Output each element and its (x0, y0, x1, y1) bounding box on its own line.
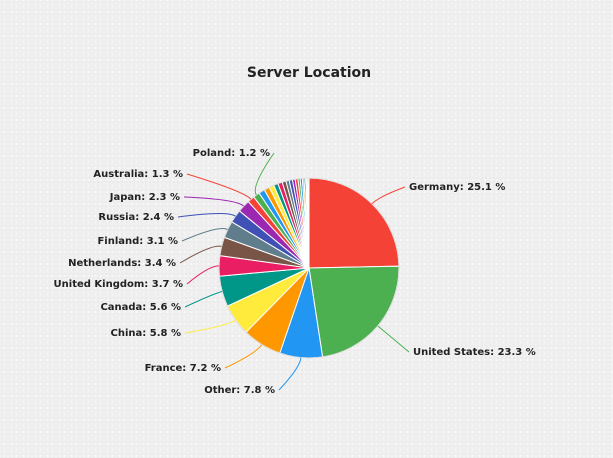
chart-title: Server Location (247, 65, 371, 81)
slice-label: United Kingdom: 3.7 % (54, 279, 183, 290)
connector-line (177, 213, 236, 218)
connector-line (278, 357, 302, 391)
slice-label: Germany: 25.1 % (409, 182, 505, 193)
connector-line (224, 344, 263, 369)
pie-outline (218, 177, 400, 359)
slice-label: France: 7.2 % (145, 363, 221, 374)
connector-line (186, 173, 252, 200)
slice-label: Finland: 3.1 % (97, 236, 178, 247)
connector-line (254, 152, 275, 196)
slice-label: Australia: 1.3 % (93, 169, 183, 180)
slice-label: Other: 7.8 % (204, 385, 275, 396)
slice-label: Netherlands: 3.4 % (68, 258, 176, 269)
slice-label: Japan: 2.3 % (109, 192, 180, 203)
pie-slices (218, 177, 400, 359)
slice-label: Canada: 5.6 % (100, 302, 181, 313)
connector-line (184, 319, 236, 334)
connector-line (181, 228, 228, 242)
slice-label: Poland: 1.2 % (193, 148, 270, 159)
connector-line (371, 186, 406, 205)
connector-line (186, 265, 220, 285)
label-connectors (177, 152, 410, 391)
slice-label: Russia: 2.4 % (98, 212, 174, 223)
pie-slice-united-states[interactable] (308, 265, 400, 358)
connector-line (184, 291, 223, 308)
slice-label: United States: 23.3 % (413, 347, 536, 358)
connector-line (183, 196, 245, 207)
connector-line (377, 325, 410, 353)
connector-line (179, 245, 222, 264)
slice-labels: Germany: 25.1 % United States: 23.3 % Othe… (54, 148, 536, 396)
slice-label: China: 5.8 % (111, 328, 181, 339)
pie-slice-germany[interactable] (308, 177, 400, 269)
